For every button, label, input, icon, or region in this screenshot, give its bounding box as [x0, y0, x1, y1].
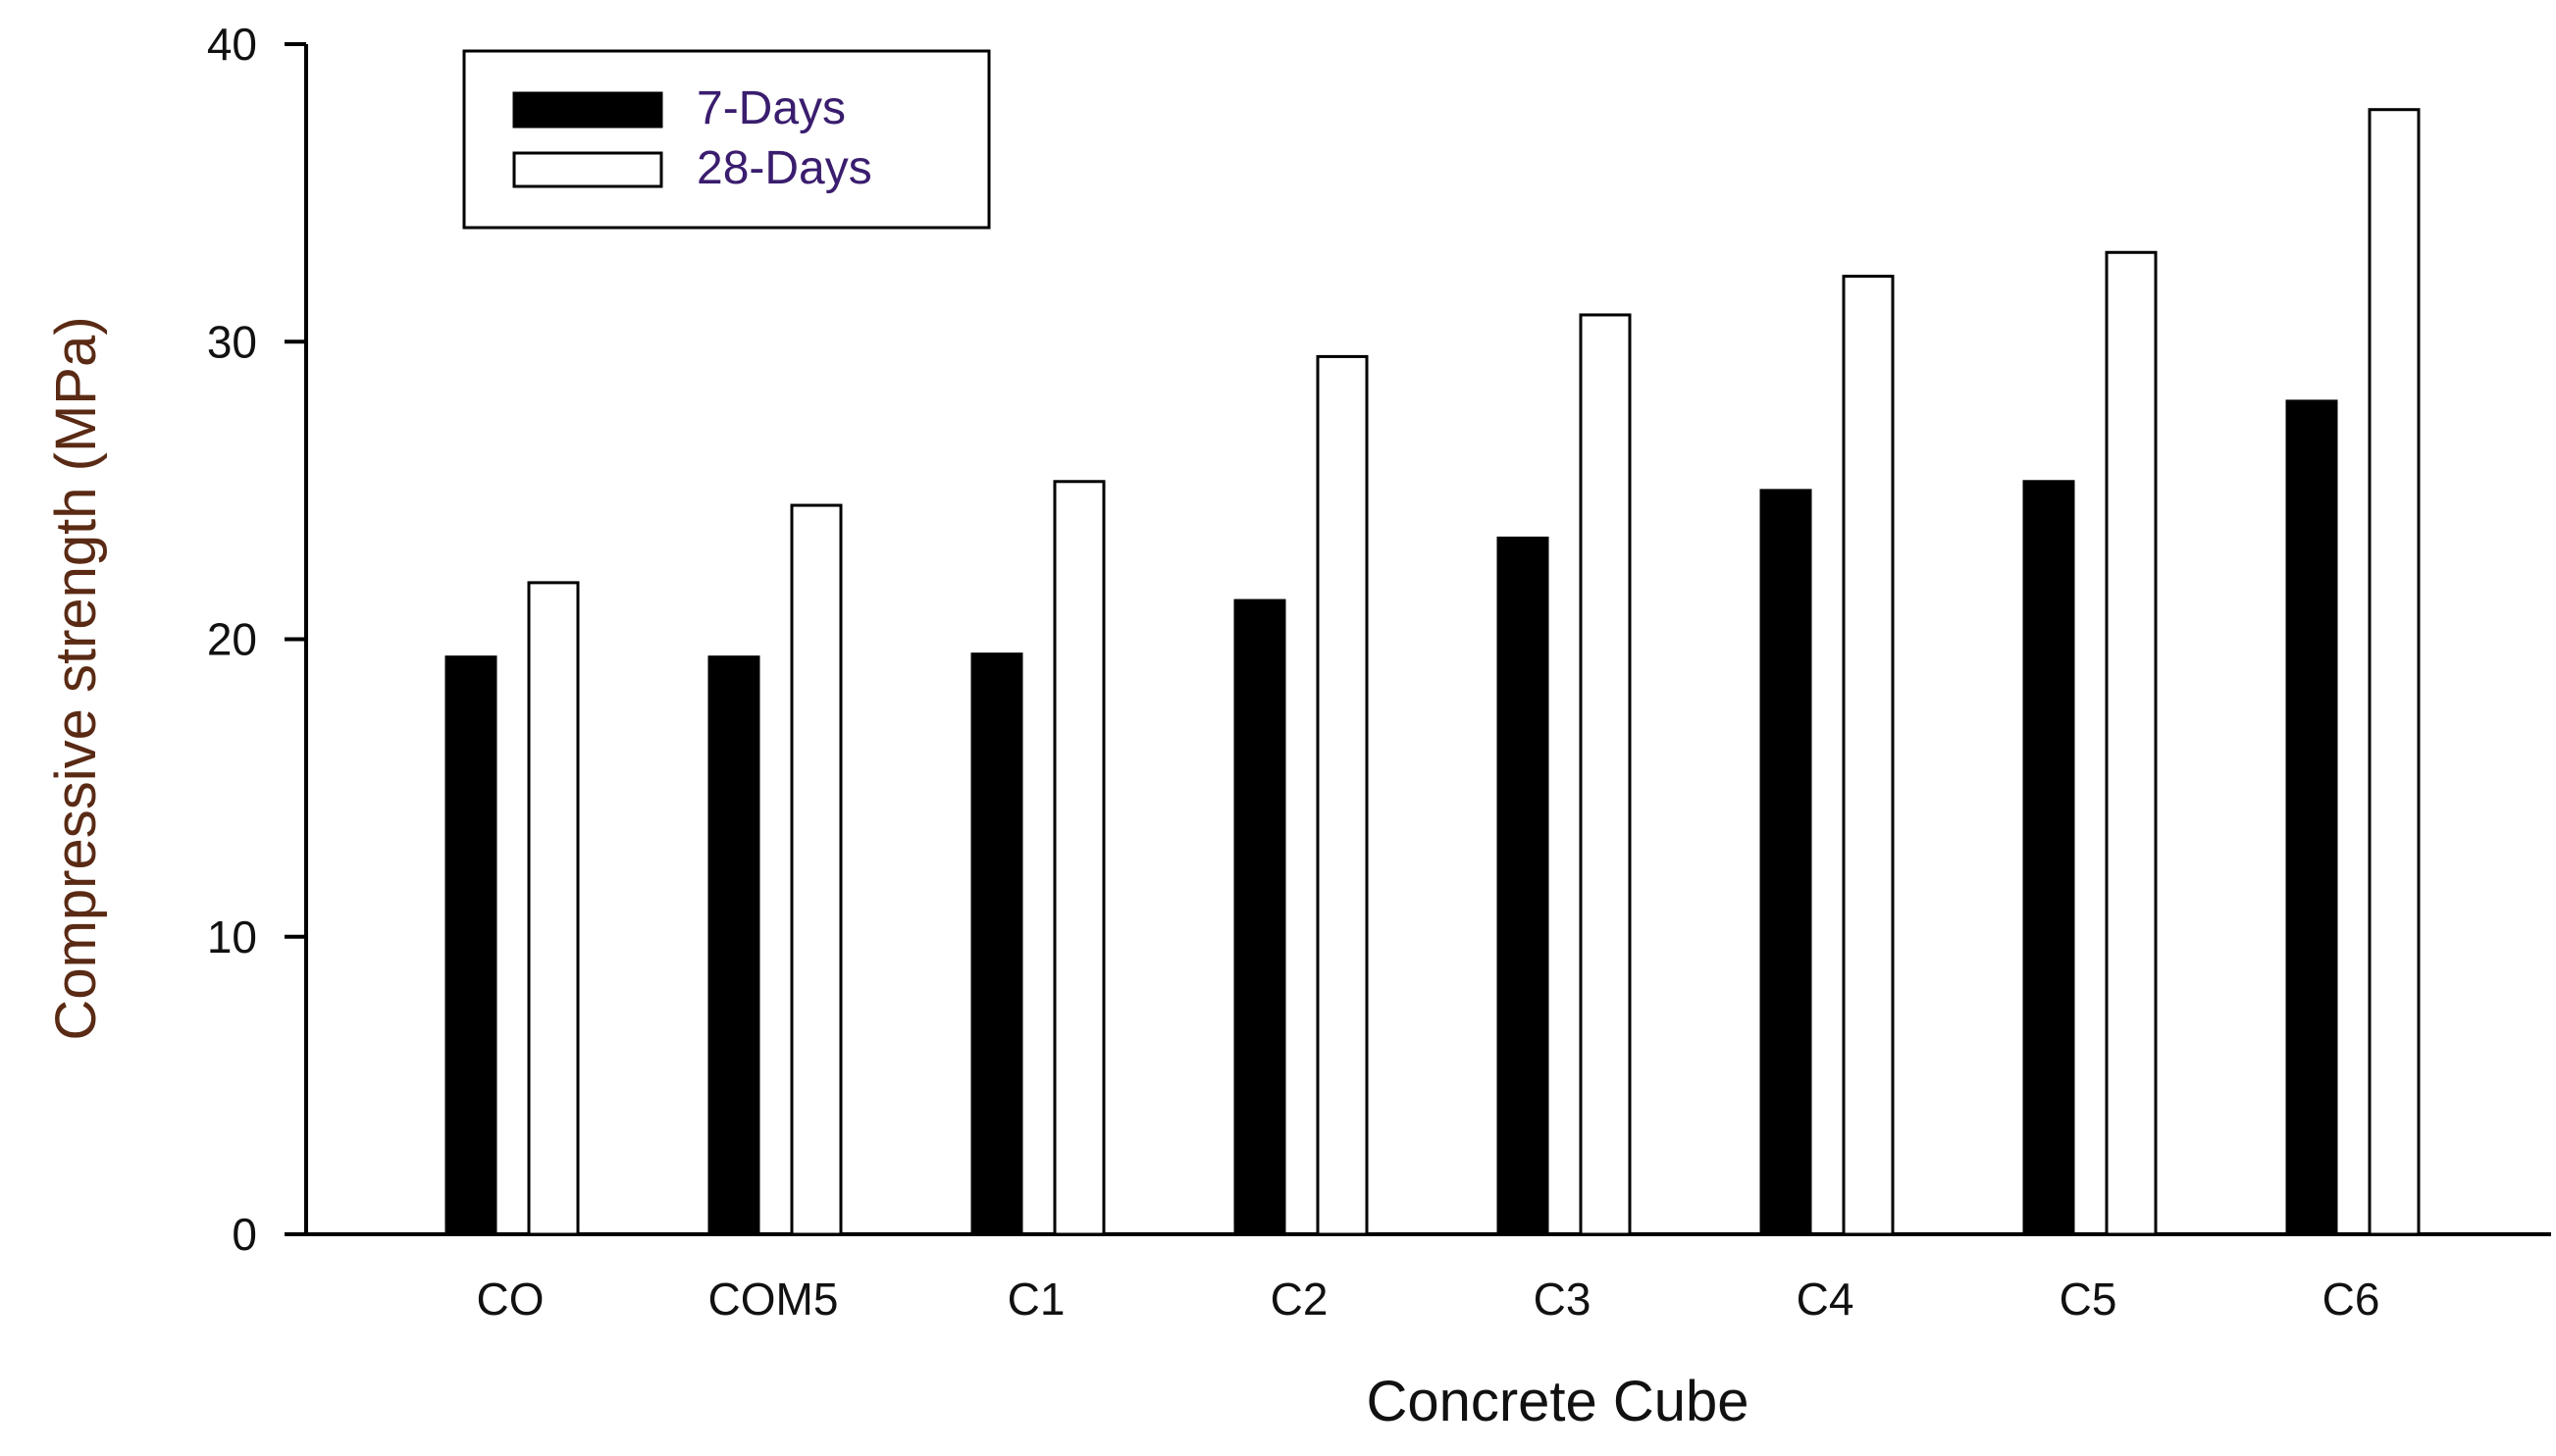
x-tick-label: C2 [1271, 1274, 1329, 1325]
x-tick-label: CO [477, 1274, 545, 1325]
x-axis-title: Concrete Cube [1366, 1370, 1748, 1433]
bar-28-days [1842, 275, 1895, 1236]
legend-swatch-28-days [512, 151, 663, 188]
x-tick-label: COM5 [708, 1274, 839, 1325]
y-ticks: 0 10 20 30 40 [207, 19, 306, 1260]
bar-7-days [707, 655, 760, 1236]
legend-swatch-7-days [512, 91, 663, 129]
y-axis-title: Compressive strength (MPa) [44, 316, 108, 1040]
bar-7-days [2022, 480, 2075, 1236]
x-ticks: CO COM5 C1 C2 C3 C4 C5 C6 [477, 1274, 2380, 1325]
legend-box [462, 49, 991, 230]
y-tick-label: 0 [232, 1209, 257, 1260]
legend-label-28-days: 28-Days [697, 142, 872, 194]
bar-28-days [527, 581, 580, 1236]
bar-7-days [1233, 598, 1286, 1236]
bar-28-days [2368, 108, 2421, 1236]
x-tick-label: C5 [2060, 1274, 2117, 1325]
x-tick-label: C4 [1797, 1274, 1854, 1325]
y-tick-label: 40 [207, 19, 257, 70]
bar-7-days [444, 655, 497, 1236]
bar-28-days [1316, 354, 1369, 1236]
bar-28-days [1579, 313, 1632, 1236]
legend-label-7-days: 7-Days [697, 82, 846, 134]
bar-7-days [1759, 489, 1812, 1236]
bar-28-days [790, 503, 843, 1236]
bar-7-days [970, 652, 1023, 1236]
x-tick-label: C3 [1534, 1274, 1591, 1325]
y-tick-label: 10 [207, 911, 257, 962]
bar-7-days [2285, 399, 2338, 1236]
legend: 7-Days 28-Days [462, 49, 991, 230]
bars [444, 108, 2421, 1236]
bar-7-days [1496, 536, 1549, 1236]
y-tick-label: 20 [207, 614, 257, 665]
bar-28-days [1053, 480, 1106, 1236]
x-tick-label: C1 [1008, 1274, 1066, 1325]
y-tick-label: 30 [207, 316, 257, 367]
x-tick-label: C6 [2322, 1274, 2380, 1325]
bar-28-days [2105, 250, 2158, 1236]
